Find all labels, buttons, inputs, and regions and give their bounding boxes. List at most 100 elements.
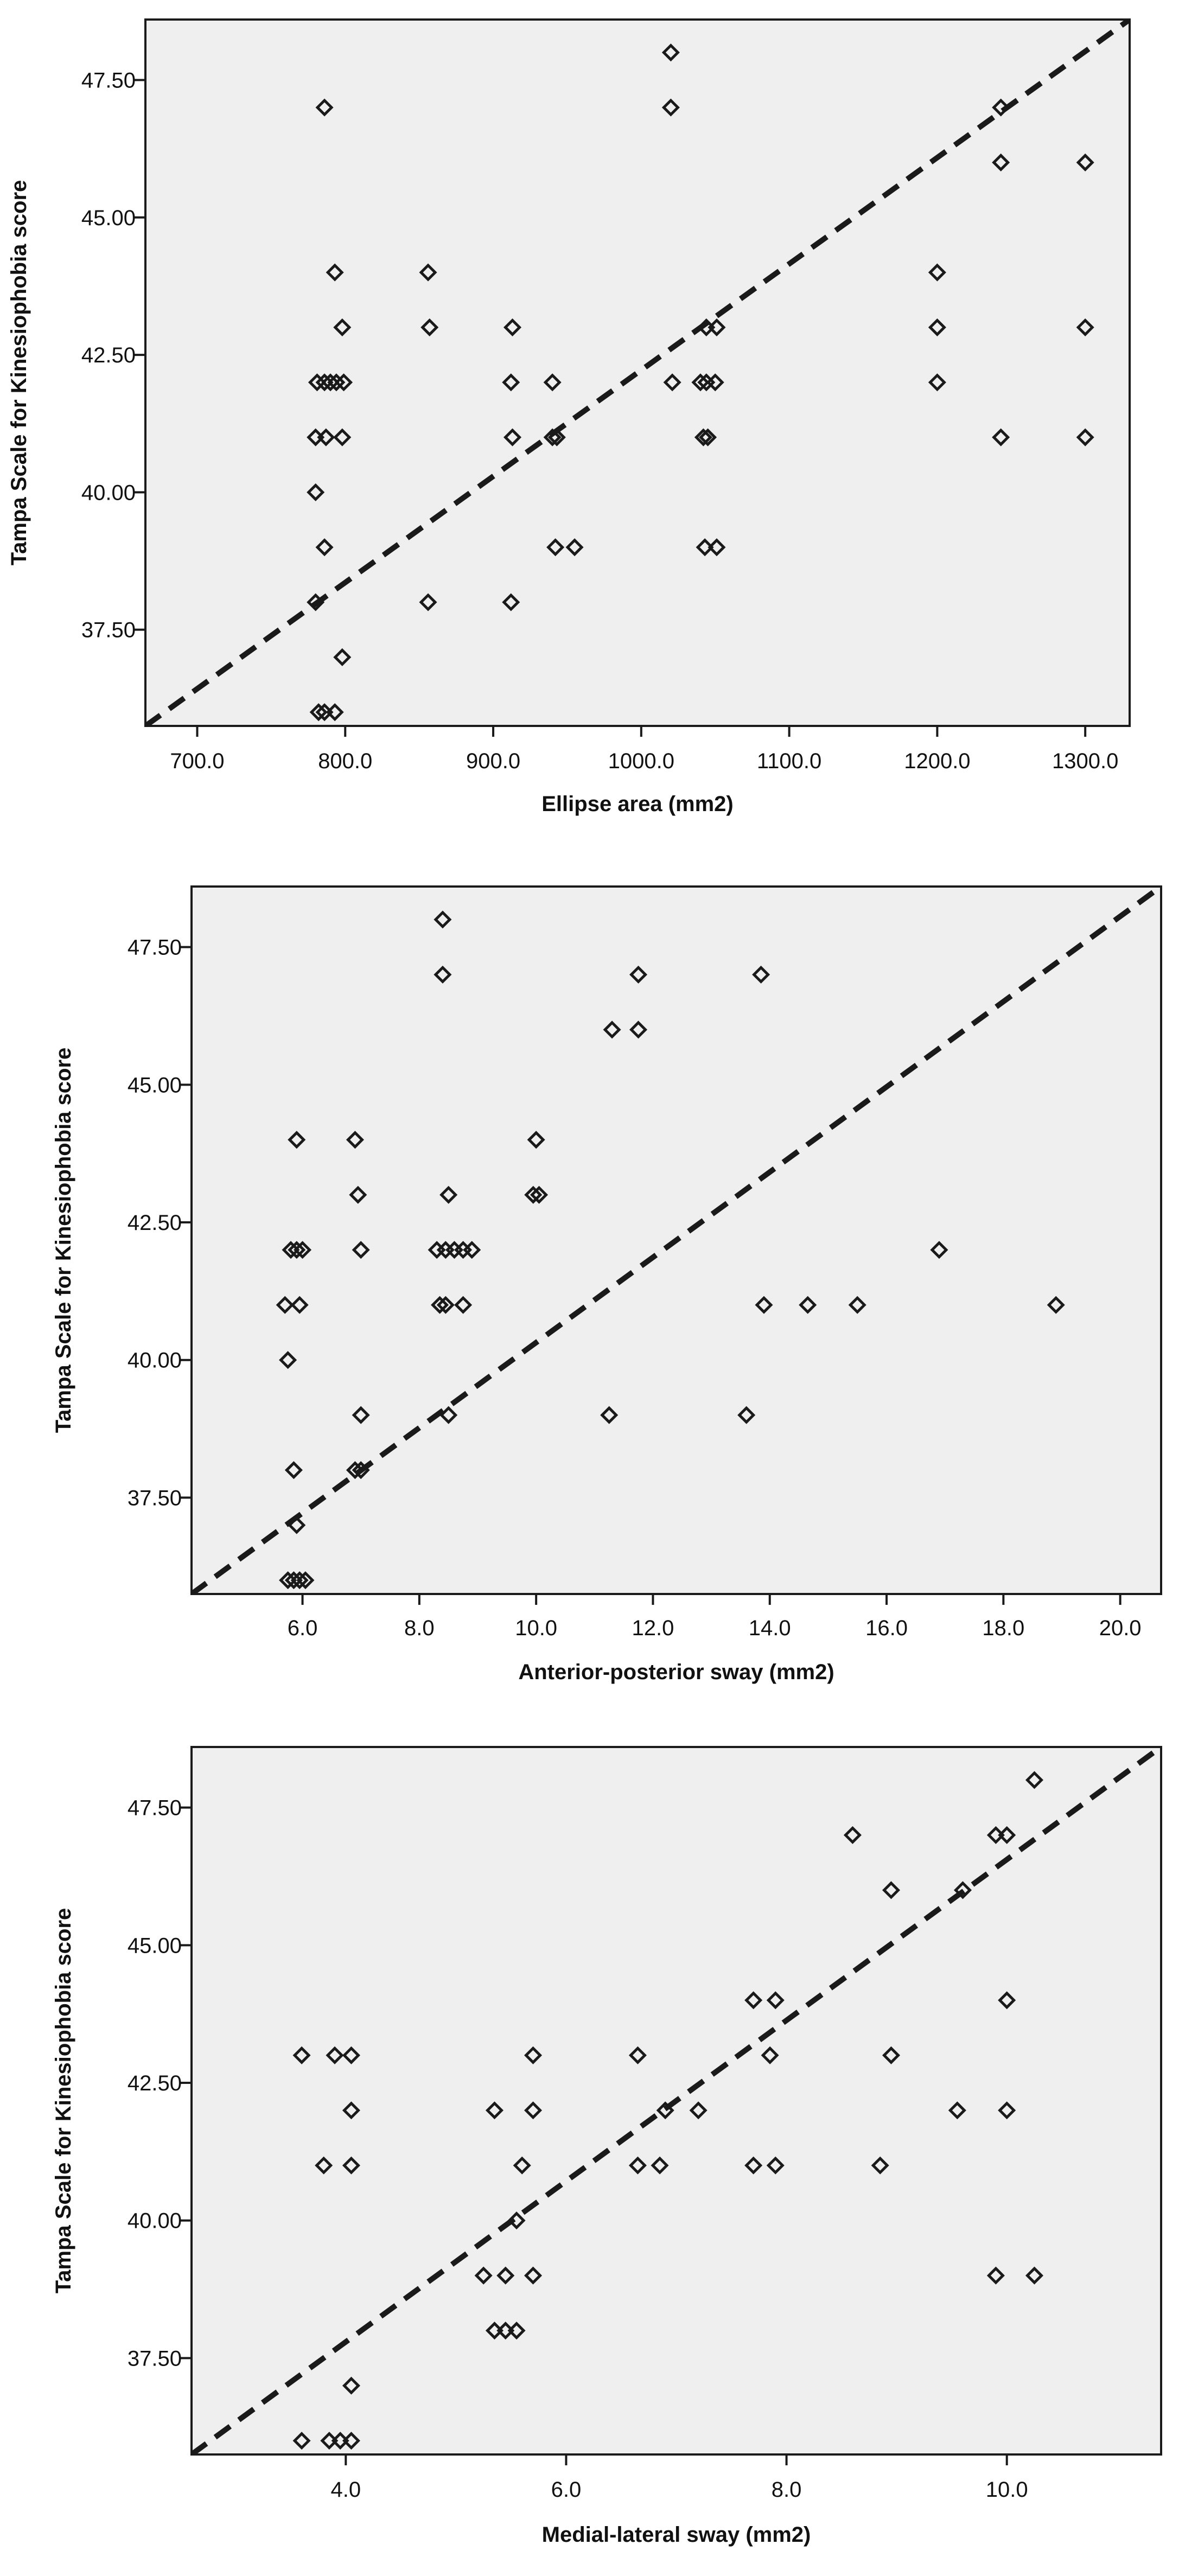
- data-point: [513, 2156, 531, 2175]
- data-point: [292, 2046, 311, 2064]
- x-tick-label: 10.0: [515, 1616, 557, 1640]
- data-point: [543, 428, 562, 447]
- data-point: [290, 1296, 309, 1314]
- y-tick-label: 47.50: [128, 936, 182, 960]
- data-point: [998, 1991, 1016, 2010]
- data-point: [656, 2101, 674, 2120]
- data-point: [352, 1241, 370, 1259]
- data-point: [628, 2156, 647, 2175]
- data-point: [696, 538, 714, 557]
- x-tick-label: 14.0: [749, 1616, 791, 1640]
- data-point: [292, 2432, 311, 2450]
- anterior-posterior-sway-scatter-chart: 6.0 8.0 10.0 12.0 14.0 16.0 18.0 20.0 37.50 40.00…: [52, 885, 1162, 1684]
- data-point: [998, 1826, 1016, 1844]
- x-tick-label: 1000.0: [608, 749, 674, 773]
- data-point: [737, 1406, 756, 1424]
- y-axis-label: Tampa Scale for Kinesiophobia score: [52, 1048, 75, 1433]
- y-axis-label: Tampa Scale for Kinesiophobia score: [7, 180, 31, 566]
- data-point: [315, 2156, 333, 2175]
- x-tick-label: 1200.0: [904, 749, 970, 773]
- x-tick-label: 8.0: [404, 1616, 435, 1640]
- x-tick-label: 10.0: [986, 2478, 1028, 2502]
- data-point: [434, 965, 452, 984]
- data-point: [1076, 318, 1094, 336]
- reference-line: [192, 887, 1161, 1594]
- data-point: [288, 1131, 306, 1149]
- data-point: [663, 373, 681, 392]
- data-point: [315, 538, 334, 557]
- data-point: [279, 1571, 297, 1590]
- x-tick-label: 1300.0: [1052, 749, 1118, 773]
- data-point: [1076, 428, 1094, 447]
- data-point: [321, 373, 340, 392]
- x-tick-label: 8.0: [772, 2478, 802, 2502]
- data-point: [307, 483, 325, 501]
- data-point: [352, 1406, 370, 1424]
- data-point: [507, 2322, 526, 2340]
- data-point: [524, 2101, 543, 2120]
- data-point: [326, 703, 344, 722]
- data-point: [661, 98, 680, 117]
- data-point: [308, 373, 326, 392]
- y-tick-label: 37.50: [128, 1486, 182, 1510]
- data-point: [346, 1131, 364, 1149]
- y-tick-label: 42.50: [128, 2071, 182, 2095]
- x-tick-label: 6.0: [288, 1616, 318, 1640]
- data-point: [463, 1241, 481, 1259]
- data-point: [439, 1185, 458, 1204]
- data-point: [629, 965, 648, 984]
- x-axis-label: Ellipse area (mm2): [541, 792, 734, 816]
- data-point: [708, 538, 726, 557]
- data-point: [848, 1296, 866, 1314]
- data-point: [315, 373, 334, 392]
- data-point: [439, 1406, 458, 1424]
- x-axis-label: Anterior-posterior sway (mm2): [518, 1660, 834, 1684]
- data-point: [930, 1241, 948, 1259]
- data-point: [284, 1571, 303, 1590]
- ellipse-area-scatter-chart: 700.0 800.0 900.0 1000.0 1100.0 1200.0 1300.0 3…: [7, 18, 1131, 816]
- data-point: [992, 98, 1010, 117]
- data-point: [953, 1881, 972, 1899]
- data-point: [766, 2156, 785, 2175]
- data-point: [279, 1351, 297, 1369]
- data-point: [326, 2046, 344, 2064]
- data-point: [799, 1296, 817, 1314]
- data-point: [485, 2101, 504, 2120]
- data-point: [315, 98, 334, 117]
- data-point: [288, 1241, 306, 1259]
- x-tick-label: 6.0: [551, 2478, 582, 2502]
- data-point: [546, 538, 565, 557]
- data-point: [342, 2376, 360, 2395]
- data-point: [600, 1406, 619, 1424]
- data-point: [689, 2101, 708, 2120]
- data-point: [420, 318, 439, 336]
- data-point: [307, 593, 325, 611]
- data-point: [419, 593, 437, 611]
- data-point: [603, 1021, 621, 1039]
- data-point: [699, 428, 717, 447]
- data-point: [454, 1296, 473, 1314]
- data-point: [948, 2101, 966, 2120]
- data-point: [761, 2046, 779, 2064]
- y-tick-label: 45.00: [128, 1073, 182, 1097]
- data-point: [882, 1881, 901, 1899]
- y-tick-label: 40.00: [128, 1349, 182, 1373]
- data-point: [349, 1185, 367, 1204]
- data-point: [502, 373, 520, 392]
- data-point: [333, 648, 352, 666]
- data-point: [691, 373, 710, 392]
- data-point: [752, 965, 770, 984]
- data-point: [352, 1461, 370, 1480]
- data-point: [507, 2211, 526, 2230]
- data-point: [928, 263, 946, 282]
- data-point: [327, 373, 346, 392]
- data-point: [928, 373, 946, 392]
- data-point: [342, 2432, 360, 2450]
- data-point: [342, 2046, 360, 2064]
- data-point: [992, 428, 1010, 447]
- x-tick-label: 20.0: [1099, 1616, 1142, 1640]
- data-point: [1025, 1771, 1044, 1789]
- x-tick-label: 800.0: [318, 749, 372, 773]
- y-tick-label: 45.00: [81, 206, 136, 230]
- x-tick-label: 700.0: [170, 749, 224, 773]
